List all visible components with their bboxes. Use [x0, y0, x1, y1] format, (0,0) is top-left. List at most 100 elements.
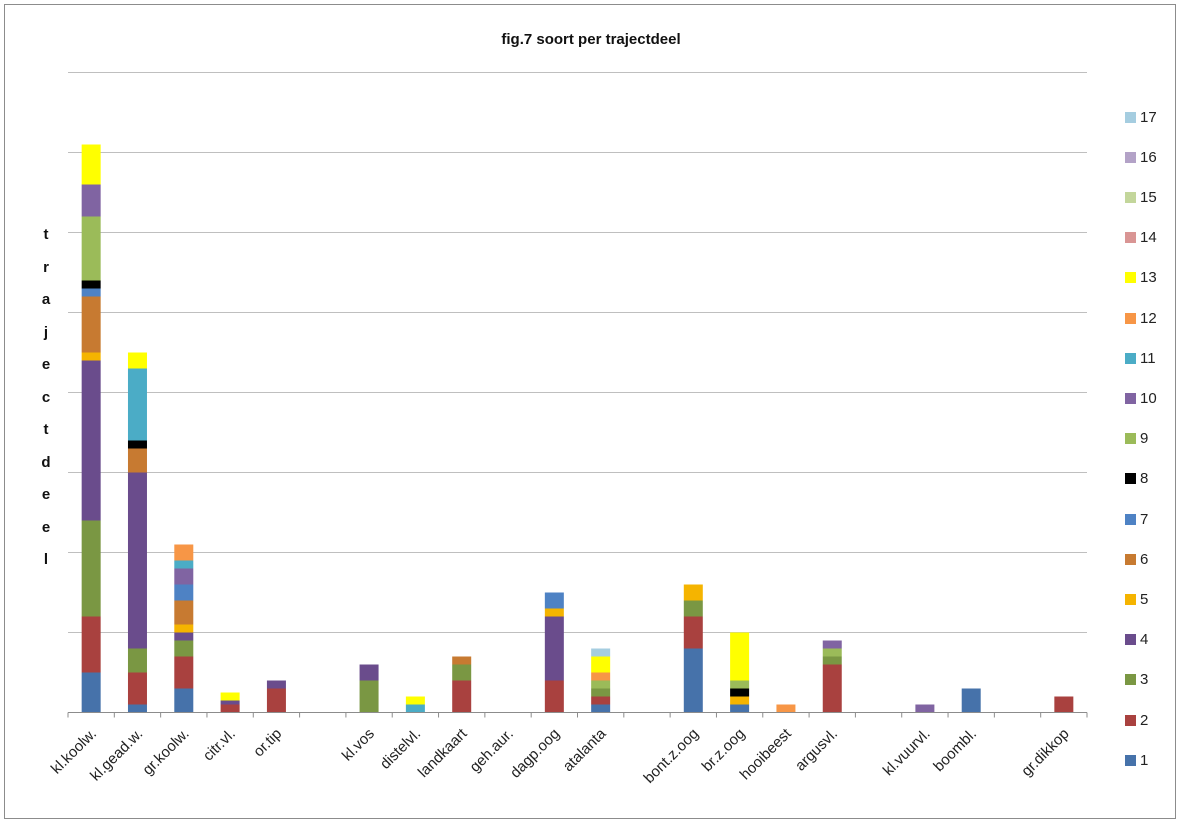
bar-segment-17	[591, 648, 611, 657]
legend-label: 14	[1140, 229, 1157, 247]
bar-segment-9	[81, 216, 101, 281]
bar-segment-6	[81, 296, 101, 353]
bar-segment-3	[452, 664, 472, 681]
bar-segment-7	[174, 584, 194, 601]
x-tick-label: or.tip	[250, 725, 285, 760]
y-axis-label-letter: d	[41, 453, 51, 471]
bar-segment-9	[822, 648, 842, 657]
bar-segment-12	[776, 704, 796, 713]
bar-segment-5	[730, 696, 750, 705]
bar-segment-2	[174, 656, 194, 689]
legend-label: 7	[1140, 510, 1149, 528]
bar-segment-4	[81, 360, 101, 521]
x-tick-label: gr.dikkop	[1018, 725, 1072, 779]
chart-title: fig.7 soort per trajectdeel	[501, 31, 681, 48]
bar-segment-1	[81, 672, 101, 713]
legend-item: 13	[1125, 269, 1157, 287]
legend-swatch	[1125, 473, 1136, 485]
x-axis	[67, 712, 1088, 718]
bar-segment-11	[127, 368, 147, 441]
bar-segment-1	[591, 704, 611, 713]
legend-label: 4	[1140, 631, 1149, 649]
bar-segment-3	[683, 600, 703, 617]
x-tick-labels: kl.koolw.kl.gead.w.gr.koolw. citr.vl. or.t…	[48, 725, 1073, 787]
bar-segment-2	[220, 704, 240, 713]
legend-label: 11	[1140, 349, 1156, 367]
y-axis-label-letter: r	[43, 258, 49, 276]
bar-segment-13	[220, 692, 240, 701]
bar-segment-10	[915, 704, 935, 713]
bar-segment-1	[174, 688, 194, 713]
legend-swatch	[1125, 634, 1136, 646]
bar-segment-9	[591, 680, 611, 689]
legend-swatch	[1125, 754, 1136, 766]
y-axis-label-letter: e	[41, 518, 51, 536]
bar-segment-2	[266, 688, 286, 713]
bar-segment-10	[81, 184, 101, 217]
bar-segment-2	[1054, 696, 1074, 713]
legend-label: 5	[1140, 590, 1149, 608]
bar-segment-6	[452, 656, 472, 665]
legend-label: 16	[1140, 148, 1157, 166]
legend-label: 17	[1140, 108, 1157, 126]
legend-swatch	[1125, 111, 1136, 123]
bar-segment-3	[127, 648, 147, 673]
legend-item: 4	[1125, 631, 1148, 649]
bar-segment-13	[127, 352, 147, 369]
bar-segment-13	[81, 144, 101, 185]
x-tick-label: citr.vl.	[200, 725, 239, 764]
legend-item: 11	[1125, 349, 1156, 367]
bar-segment-4	[359, 664, 379, 681]
legend-label: 6	[1140, 550, 1149, 568]
bar-segment-2	[822, 664, 842, 713]
legend-swatch	[1125, 674, 1136, 686]
bar-segment-3	[174, 640, 194, 657]
x-tick-label: bont.z.oog	[641, 725, 703, 787]
legend-swatch	[1125, 553, 1136, 565]
bar-segment-4	[220, 700, 240, 705]
legend-item: 16	[1125, 148, 1157, 166]
bar-segment-4	[544, 616, 564, 681]
bar-segment-13	[591, 656, 611, 673]
y-axis-label-letter: t	[43, 226, 49, 243]
x-tick-label: kl.vos	[339, 725, 378, 764]
legend-label: 8	[1140, 470, 1149, 488]
legend-item: 12	[1125, 309, 1157, 327]
legend-item: 15	[1125, 188, 1157, 206]
bar-segment-3	[359, 680, 379, 713]
y-axis-label-letter: l	[43, 551, 49, 568]
legend-item: 8	[1125, 470, 1148, 488]
bar-segment-13	[730, 632, 750, 681]
bar-segment-1	[730, 704, 750, 713]
bar-segment-8	[81, 280, 101, 289]
bar-segment-13	[405, 696, 425, 705]
bar-segment-4	[127, 472, 147, 649]
legend-item: 14	[1125, 229, 1157, 247]
legend-label: 12	[1140, 309, 1157, 327]
legend-label: 9	[1140, 430, 1149, 448]
bar-segment-2	[544, 680, 564, 713]
bar-segment-2	[683, 616, 703, 649]
x-tick-label: boombl.	[930, 725, 980, 775]
bar-segment-6	[127, 448, 147, 473]
legend-item: 10	[1125, 389, 1157, 407]
legend-item: 6	[1125, 550, 1148, 568]
x-tick-label: gr.koolw.	[139, 725, 192, 778]
bar-segment-2	[81, 616, 101, 673]
legend-label: 2	[1140, 711, 1149, 729]
x-tick-label: argusvl.	[792, 725, 841, 774]
y-axis-label-letter: t	[43, 421, 49, 438]
legend-swatch	[1125, 714, 1136, 726]
bar-segment-5	[81, 352, 101, 361]
legend-swatch	[1125, 392, 1136, 404]
legend-item: 7	[1125, 510, 1148, 528]
legend-item: 5	[1125, 590, 1148, 608]
bar-segment-12	[591, 672, 611, 681]
legend-label: 10	[1140, 389, 1157, 407]
bar-segment-2	[127, 672, 147, 705]
x-tick-label: landkaart	[415, 725, 471, 781]
bar-segment-4	[266, 680, 286, 689]
legend-item: 2	[1125, 711, 1148, 729]
